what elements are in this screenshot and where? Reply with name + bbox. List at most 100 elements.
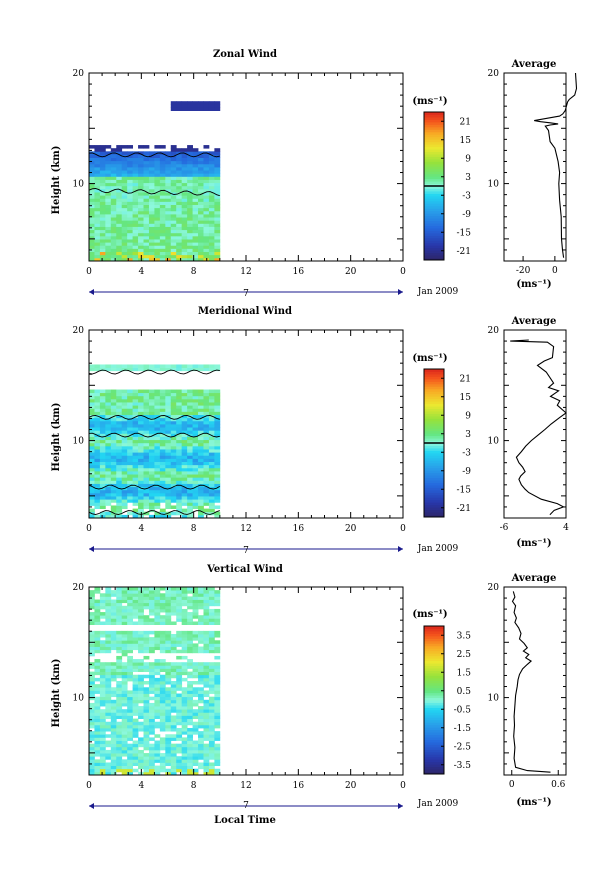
heatmap-cell [89, 160, 95, 165]
heatmap-cell [148, 712, 155, 716]
heatmap-cell [159, 677, 166, 682]
heatmap-cell [132, 248, 139, 252]
heatmap-cell [170, 718, 177, 723]
heatmap-cell [94, 489, 101, 494]
heatmap-cell [214, 207, 221, 212]
heatmap-cell [181, 217, 188, 221]
heatmap-cell [99, 749, 106, 754]
heatmap-cell [165, 756, 172, 760]
heatmap-cell [89, 170, 95, 174]
heatmap-cell [94, 477, 101, 481]
heatmap-cell [214, 505, 221, 509]
heatmap-cell [127, 702, 134, 707]
heatmap-cell [176, 254, 183, 259]
heatmap-cell [154, 477, 161, 481]
heatmap-cell [89, 398, 95, 403]
heatmap-cell [127, 649, 134, 654]
heatmap-cell [192, 458, 199, 462]
colorbar-segment [424, 166, 444, 170]
heatmap-cell [132, 728, 139, 732]
heatmap-cell [127, 188, 134, 193]
heatmap-cell [159, 765, 166, 770]
heatmap-cell [105, 157, 112, 162]
heatmap-cell [116, 505, 123, 509]
heatmap-cell [187, 367, 193, 372]
heatmap-cell [159, 643, 166, 647]
heatmap-cell [181, 634, 188, 638]
heatmap-cell [110, 749, 117, 754]
heatmap-cell [192, 198, 199, 202]
colorbar-segment [424, 672, 444, 676]
heatmap-cell [198, 489, 204, 494]
heatmap-cell [181, 743, 188, 748]
heatmap-cell [208, 674, 215, 679]
heatmap-cell [110, 737, 117, 741]
heatmap-cell [116, 511, 123, 516]
heatmap-cell [132, 389, 139, 394]
heatmap-cell [99, 408, 106, 412]
heatmap-cell [198, 502, 204, 506]
heatmap-cell [94, 167, 101, 171]
heatmap-cell [214, 192, 221, 196]
heatmap-cell [192, 408, 199, 412]
heatmap-cell [214, 511, 221, 516]
colorbar-segment [424, 452, 444, 456]
heatmap-cell [203, 743, 210, 748]
heatmap-cell [127, 411, 134, 415]
heatmap-cell [214, 167, 221, 171]
heatmap-cell [89, 721, 95, 726]
heatmap-cell [181, 192, 188, 196]
heatmap-cell [214, 480, 221, 484]
heatmap-cell [170, 684, 177, 688]
heatmap-cell [99, 148, 106, 152]
heatmap-cell [176, 746, 183, 751]
heatmap-cell [154, 389, 161, 394]
colorbar-segment [424, 460, 444, 464]
heatmap-cell [154, 665, 161, 669]
heatmap-cell [214, 179, 221, 184]
heatmap-cell [143, 499, 150, 503]
heatmap-cell [89, 709, 95, 713]
heatmap-cell [127, 496, 134, 500]
heatmap-cell [198, 188, 204, 193]
heatmap-cell [154, 486, 161, 491]
heatmap-cell [89, 756, 95, 760]
heatmap-cell [181, 402, 188, 406]
heatmap-cell [127, 659, 134, 663]
heatmap-cell [132, 471, 139, 475]
heatmap-cell [176, 154, 183, 158]
heatmap-cell [110, 759, 117, 763]
colorbar-segment [424, 371, 444, 375]
heatmap-cell [121, 167, 128, 171]
heatmap-cell [138, 170, 144, 174]
heatmap-cell [138, 612, 144, 616]
heatmap-cell [154, 188, 161, 193]
heatmap-cell [165, 445, 172, 450]
heatmap-cell [192, 455, 199, 459]
heatmap-cell [127, 709, 134, 713]
heatmap-cell [187, 229, 193, 234]
heatmap-cell [192, 702, 199, 707]
heatmap-cell [192, 668, 199, 672]
heatmap-cell [127, 668, 134, 672]
colorbar-segment [424, 475, 444, 479]
colorbar-segment [424, 235, 444, 239]
heatmap-cell [214, 392, 221, 397]
heatmap-cell [116, 154, 123, 158]
heatmap-cell [181, 201, 188, 205]
heatmap-cell [208, 502, 215, 506]
colorbar-segment [424, 650, 444, 654]
colorbar-segment [424, 139, 444, 143]
heatmap-cell [143, 182, 150, 187]
heatmap-cell [187, 214, 193, 218]
heatmap-cell [208, 690, 215, 694]
heatmap-cell [148, 612, 155, 616]
heatmap-cell [165, 724, 172, 729]
heatmap-cell [154, 514, 161, 519]
heatmap-cell [99, 210, 106, 215]
colorbar-tick-label: -21 [457, 504, 472, 514]
heatmap-cell [203, 160, 210, 165]
heatmap-cell [214, 214, 221, 218]
heatmap-cell [208, 232, 215, 237]
heatmap-cell [99, 765, 106, 770]
